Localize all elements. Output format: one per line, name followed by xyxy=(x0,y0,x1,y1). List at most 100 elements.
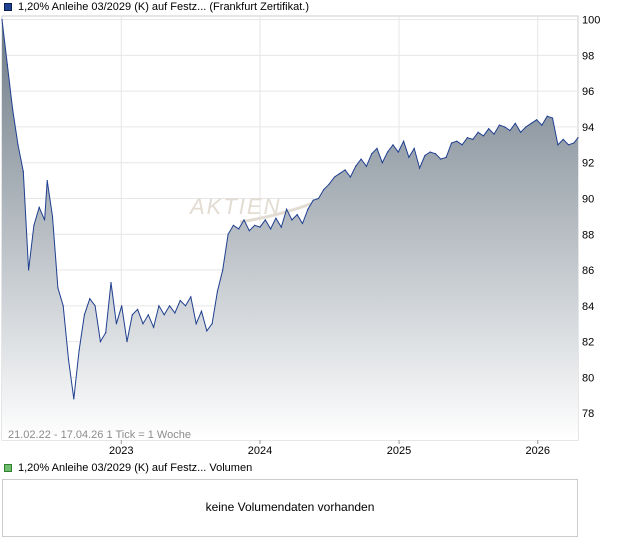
price-point xyxy=(264,219,266,221)
price-point xyxy=(57,287,59,289)
price-point xyxy=(238,228,240,230)
price-point xyxy=(33,224,35,226)
price-point xyxy=(131,314,133,316)
legend-volume: 1,20% Anleihe 03/2029 (K) auf Festz... V… xyxy=(4,461,252,475)
price-point xyxy=(206,330,208,332)
price-point xyxy=(514,122,516,124)
price-point xyxy=(477,131,479,133)
price-point xyxy=(312,199,314,201)
price-point xyxy=(73,398,75,400)
price-point xyxy=(27,269,30,271)
legend-price: 1,20% Anleihe 03/2029 (K) auf Festz... (… xyxy=(4,0,309,14)
price-point xyxy=(466,137,469,139)
price-point xyxy=(376,147,378,149)
price-point xyxy=(142,323,144,325)
price-point xyxy=(520,131,522,133)
price-point xyxy=(243,219,245,221)
y-tick-label: 86 xyxy=(582,265,594,277)
price-point xyxy=(355,165,357,167)
price-point xyxy=(275,217,277,219)
price-point xyxy=(126,341,128,343)
y-tick-label: 90 xyxy=(582,193,594,205)
price-point xyxy=(89,298,91,300)
price-point xyxy=(78,349,80,352)
price-point xyxy=(115,323,117,325)
price-point xyxy=(424,154,426,157)
price-point xyxy=(99,341,102,343)
legend-volume-text: 1,20% Anleihe 03/2029 (K) auf Festz... V… xyxy=(18,462,253,474)
price-point xyxy=(259,226,261,228)
price-point xyxy=(577,137,579,139)
price-point xyxy=(152,326,155,328)
price-point xyxy=(121,305,123,307)
price-point xyxy=(408,156,410,158)
x-tick-label: 2025 xyxy=(387,445,411,457)
y-tick-label: 98 xyxy=(582,50,594,62)
price-point xyxy=(504,126,506,128)
price-point xyxy=(317,197,320,200)
price-point xyxy=(190,296,192,298)
price-point xyxy=(248,230,250,232)
price-point xyxy=(254,224,256,226)
price-point xyxy=(493,133,495,135)
price-point xyxy=(296,213,298,216)
y-tick-label: 96 xyxy=(582,86,594,98)
x-axis: 2023 2024 2025 2026 xyxy=(109,440,550,457)
x-tick-label: 2023 xyxy=(109,445,133,457)
price-line xyxy=(1,19,579,399)
price-point xyxy=(397,151,399,153)
price-point xyxy=(38,206,40,209)
price-point xyxy=(488,128,490,130)
range-label: 21.02.22 - 17.04.26 1 Tick = 1 Woche xyxy=(8,429,191,441)
price-point xyxy=(179,299,181,302)
price-point xyxy=(365,165,367,167)
price-point xyxy=(445,156,447,158)
x-tick-label: 2026 xyxy=(525,445,549,457)
price-point xyxy=(541,124,543,126)
price-point xyxy=(17,144,19,146)
price-point xyxy=(105,332,107,334)
y-tick-label: 88 xyxy=(582,229,594,241)
price-point xyxy=(1,18,3,21)
price-point xyxy=(413,147,415,149)
price-point xyxy=(530,122,532,124)
watermark-text: AKTIEN xyxy=(188,194,281,219)
price-point xyxy=(482,135,484,137)
price-point xyxy=(83,314,86,316)
price-point xyxy=(461,144,463,146)
price-point xyxy=(535,119,538,121)
price-point xyxy=(280,226,282,228)
y-tick-label: 82 xyxy=(582,337,594,349)
price-point xyxy=(567,144,570,146)
price-point xyxy=(232,224,234,226)
price-point xyxy=(349,176,352,178)
price-point xyxy=(270,228,272,230)
y-tick-label: 80 xyxy=(582,372,594,384)
price-point xyxy=(62,305,64,307)
price-point xyxy=(168,305,171,307)
price-point xyxy=(12,108,14,110)
price-point xyxy=(381,162,383,164)
price-point xyxy=(46,179,48,182)
legend-volume-swatch xyxy=(4,464,12,472)
price-point xyxy=(301,222,304,225)
price-point xyxy=(51,215,54,217)
price-point xyxy=(573,142,575,144)
price-point xyxy=(137,308,139,311)
y-tick-label: 78 xyxy=(582,408,594,420)
price-point xyxy=(344,169,346,171)
y-tick-label: 84 xyxy=(582,301,594,313)
price-point xyxy=(227,233,229,235)
price-point xyxy=(456,140,458,142)
y-tick-label: 100 xyxy=(582,15,600,27)
price-point xyxy=(6,63,8,65)
y-tick-label: 92 xyxy=(582,158,594,170)
price-point xyxy=(307,208,309,210)
price-point xyxy=(429,151,431,153)
price-point xyxy=(328,183,330,185)
price-point xyxy=(392,144,394,146)
price-point xyxy=(67,358,70,361)
price-point xyxy=(211,323,213,325)
legend-price-text: 1,20% Anleihe 03/2029 (K) auf Festz... (… xyxy=(18,1,310,13)
price-point xyxy=(147,314,149,316)
